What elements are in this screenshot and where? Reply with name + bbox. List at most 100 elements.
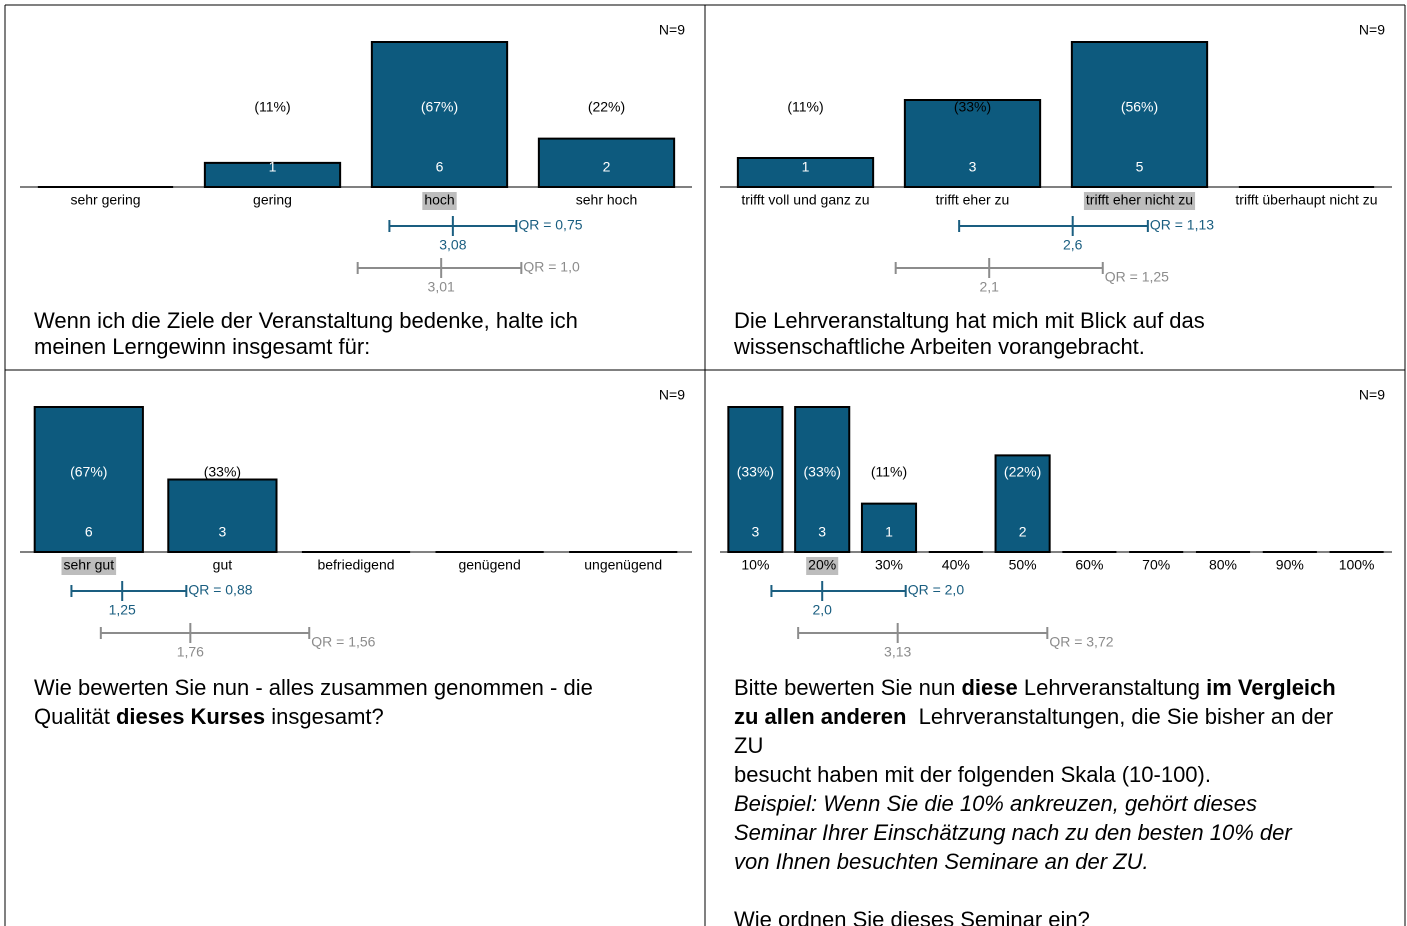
highlight xyxy=(806,557,839,575)
qr-label: QR = 1,0 xyxy=(523,259,580,275)
qr-label: QR = 2,0 xyxy=(908,582,965,598)
paragraph: Wie bewerten Sie nun - alles zusammen ge… xyxy=(34,673,593,731)
text-run: Beispiel: Wenn Sie die 10% ankreuzen, ge… xyxy=(734,791,1258,816)
text-run: meinen Lerngewinn insgesamt für: xyxy=(34,334,371,359)
bar xyxy=(167,478,278,553)
question-line: wissenschaftliche Arbeiten vorangebracht… xyxy=(734,334,1205,360)
text-run: Lehrveranstaltung xyxy=(1017,675,1207,700)
question-line: von Ihnen besuchten Seminare an der ZU. xyxy=(734,847,1336,876)
qr-label: QR = 0,75 xyxy=(518,217,582,233)
bar xyxy=(537,137,676,188)
question-line: Beispiel: Wenn Sie die 10% ankreuzen, ge… xyxy=(734,789,1336,818)
percent-label: (33%) xyxy=(954,99,991,115)
text-run: insgesamt? xyxy=(265,704,384,729)
count-label: 5 xyxy=(1136,159,1144,175)
bar xyxy=(736,157,875,188)
category-label: hoch xyxy=(424,192,454,208)
text-run: Qualität xyxy=(34,704,116,729)
category-label: 90% xyxy=(1276,557,1304,573)
bar xyxy=(370,41,509,188)
count-label: 6 xyxy=(85,524,93,540)
category-label: 40% xyxy=(942,557,970,573)
category-label: ungenügend xyxy=(584,557,662,573)
mean-label: 1,76 xyxy=(177,644,204,660)
qr-label: QR = 1,56 xyxy=(311,634,375,650)
count-label: 3 xyxy=(219,524,227,540)
count-label: 1 xyxy=(885,524,893,540)
question-line: Wie bewerten Sie nun - alles zusammen ge… xyxy=(34,673,593,702)
count-label: 3 xyxy=(752,524,760,540)
mean-label: 3,01 xyxy=(428,279,455,295)
n-label: N=9 xyxy=(1359,22,1385,38)
question-line: Bitte bewerten Sie nun diese Lehrveranst… xyxy=(734,673,1336,702)
category-label: genügend xyxy=(458,557,520,573)
category-label: sehr hoch xyxy=(576,192,637,208)
count-label: 1 xyxy=(802,159,810,175)
highlight xyxy=(422,192,457,210)
question-line: zu allen anderen Lehrveranstaltungen, di… xyxy=(734,702,1336,731)
qr-label: QR = 0,88 xyxy=(188,582,252,598)
category-label: sehr gering xyxy=(70,192,140,208)
bar xyxy=(727,406,784,553)
bar xyxy=(860,502,918,553)
qr-label: QR = 1,25 xyxy=(1105,269,1169,285)
percent-label: (67%) xyxy=(421,99,458,115)
text-run: von Ihnen besuchten Seminare an der ZU. xyxy=(734,849,1149,874)
text-run: zu allen anderen xyxy=(734,704,913,729)
text-run: Wenn ich die Ziele der Veranstaltung bed… xyxy=(34,308,578,333)
category-label: 10% xyxy=(741,557,769,573)
paragraph: Wenn ich die Ziele der Veranstaltung bed… xyxy=(34,308,578,360)
bar xyxy=(203,161,342,188)
category-label: 50% xyxy=(1009,557,1037,573)
text-run: Lehrveranstaltungen, die Sie bisher an d… xyxy=(912,704,1334,729)
text-run: Die Lehrveranstaltung hat mich mit Blick… xyxy=(734,308,1205,333)
category-label: trifft voll und ganz zu xyxy=(741,192,869,208)
highlight xyxy=(1083,192,1196,210)
paragraph: Wie ordnen Sie dieses Seminar ein? xyxy=(734,905,1336,926)
category-label: trifft eher zu xyxy=(936,192,1010,208)
category-label: trifft überhaupt nicht zu xyxy=(1235,192,1377,208)
text-run: besucht haben mit der folgenden Skala (1… xyxy=(734,762,1211,787)
qr-label: QR = 1,13 xyxy=(1150,217,1214,233)
mean-label: 3,08 xyxy=(439,237,466,253)
n-label: N=9 xyxy=(659,387,685,403)
paragraph: Die Lehrveranstaltung hat mich mit Blick… xyxy=(734,308,1205,360)
percent-label: (33%) xyxy=(737,464,774,480)
question-line: besucht haben mit der folgenden Skala (1… xyxy=(734,760,1336,789)
n-label: N=9 xyxy=(1359,387,1385,403)
text-run: diese xyxy=(961,675,1018,700)
question: Wenn ich die Ziele der Veranstaltung bed… xyxy=(34,308,578,360)
question-line: Qualität dieses Kurses insgesamt? xyxy=(34,702,593,731)
bar xyxy=(1070,41,1209,188)
percent-label: (33%) xyxy=(804,464,841,480)
count-label: 2 xyxy=(603,159,611,175)
percent-label: (11%) xyxy=(254,99,290,115)
paragraph: Bitte bewerten Sie nun diese Lehrveranst… xyxy=(734,673,1336,876)
text-run: Bitte bewerten Sie nun xyxy=(734,675,962,700)
question-line: meinen Lerngewinn insgesamt für: xyxy=(34,334,578,360)
category-label: 60% xyxy=(1075,557,1103,573)
bar xyxy=(794,406,851,553)
category-label: befriedigend xyxy=(317,557,394,573)
mean-label: 3,13 xyxy=(884,644,911,660)
n-label: N=9 xyxy=(659,22,685,38)
text-run: Seminar Ihrer Einschätzung nach zu den b… xyxy=(734,820,1292,845)
bar xyxy=(33,406,144,553)
category-label: trifft eher nicht zu xyxy=(1086,192,1193,208)
category-label: 30% xyxy=(875,557,903,573)
percent-label: (56%) xyxy=(1121,99,1158,115)
text-run: Wie ordnen Sie dieses Seminar ein? xyxy=(734,907,1090,926)
percent-label: (11%) xyxy=(871,464,907,480)
count-label: 3 xyxy=(969,159,977,175)
mean-label: 2,6 xyxy=(1063,237,1083,253)
category-label: 100% xyxy=(1339,557,1375,573)
category-label: gering xyxy=(253,192,292,208)
category-label: 80% xyxy=(1209,557,1237,573)
question-line: Wie ordnen Sie dieses Seminar ein? xyxy=(734,905,1336,926)
question: Die Lehrveranstaltung hat mich mit Blick… xyxy=(734,308,1205,360)
category-label: gut xyxy=(213,557,233,573)
question-line: ZU xyxy=(734,731,1336,760)
text-run: ZU xyxy=(734,733,764,758)
